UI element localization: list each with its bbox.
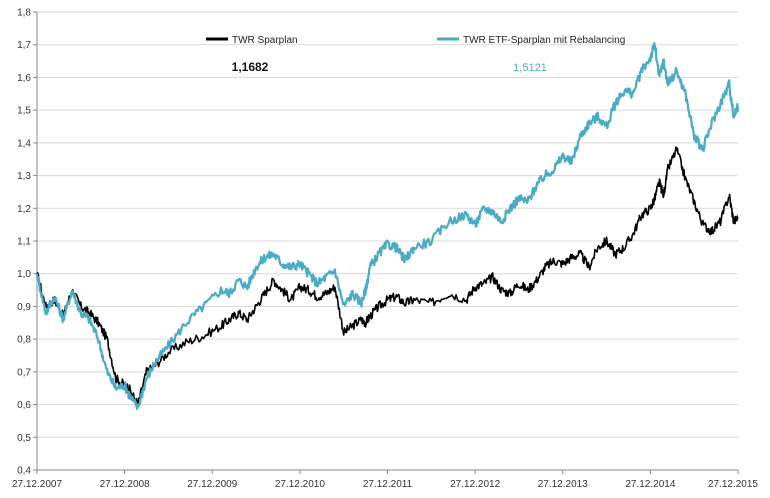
legend-label-0: TWR Sparplan (232, 35, 298, 46)
legend-label-1: TWR ETF-Sparplan mit Rebalancing (463, 35, 625, 46)
y-tick-label-7: 1,1 (17, 237, 31, 248)
end-value-label-1: 1,5121 (513, 62, 547, 74)
y-tick-label-6: 1,0 (17, 269, 31, 280)
series-line-0 (36, 146, 739, 406)
y-tick-label-14: 1,8 (17, 8, 31, 19)
x-tick-label-3: 27.12.2010 (275, 479, 325, 490)
y-tick-label-10: 1,4 (17, 138, 31, 149)
y-tick-label-1: 0,5 (17, 433, 31, 444)
x-tick-label-2: 27.12.2009 (187, 479, 237, 490)
y-tick-label-0: 0,4 (17, 466, 31, 477)
x-tick-label-6: 27.12.2013 (538, 479, 588, 490)
x-tick-label-4: 27.12.2011 (363, 479, 413, 490)
y-tick-label-12: 1,6 (17, 73, 31, 84)
y-tick-label-11: 1,5 (17, 106, 31, 117)
y-tick-label-13: 1,7 (17, 40, 31, 51)
series-layer (35, 42, 740, 410)
x-tick-label-8: 27.12.2015 (708, 479, 758, 490)
axes-layer (33, 11, 739, 474)
end-value-label-0: 1,1682 (232, 60, 269, 74)
y-tick-labels: 0,4 0,5 0,6 0,7 0,8 0,9 1,0 1,1 1,2 1,3 1,4 1,5 1,6 1… (17, 8, 31, 477)
x-tick-labels: 27.12.2007 27.12.2008 27.12.2009 27.12.2010… (12, 479, 758, 490)
y-tick-label-3: 0,7 (17, 367, 31, 378)
legend: TWR Sparplan 1,1682 TWR ETF-Sparplan mit R… (206, 35, 625, 74)
x-tick-label-5: 27.12.2012 (450, 479, 500, 490)
grid-layer (37, 11, 738, 471)
x-tick-label-7: 27.12.2014 (625, 479, 675, 490)
y-tick-label-2: 0,6 (17, 400, 31, 411)
y-tick-label-9: 1,3 (17, 171, 31, 182)
y-tick-label-8: 1,2 (17, 204, 31, 215)
x-tick-label-1: 27.12.2008 (100, 479, 150, 490)
y-tick-label-5: 0,9 (17, 302, 31, 313)
x-tick-label-0: 27.12.2007 (12, 479, 62, 490)
series-line-1 (35, 42, 740, 410)
y-tick-label-4: 0,8 (17, 335, 31, 346)
